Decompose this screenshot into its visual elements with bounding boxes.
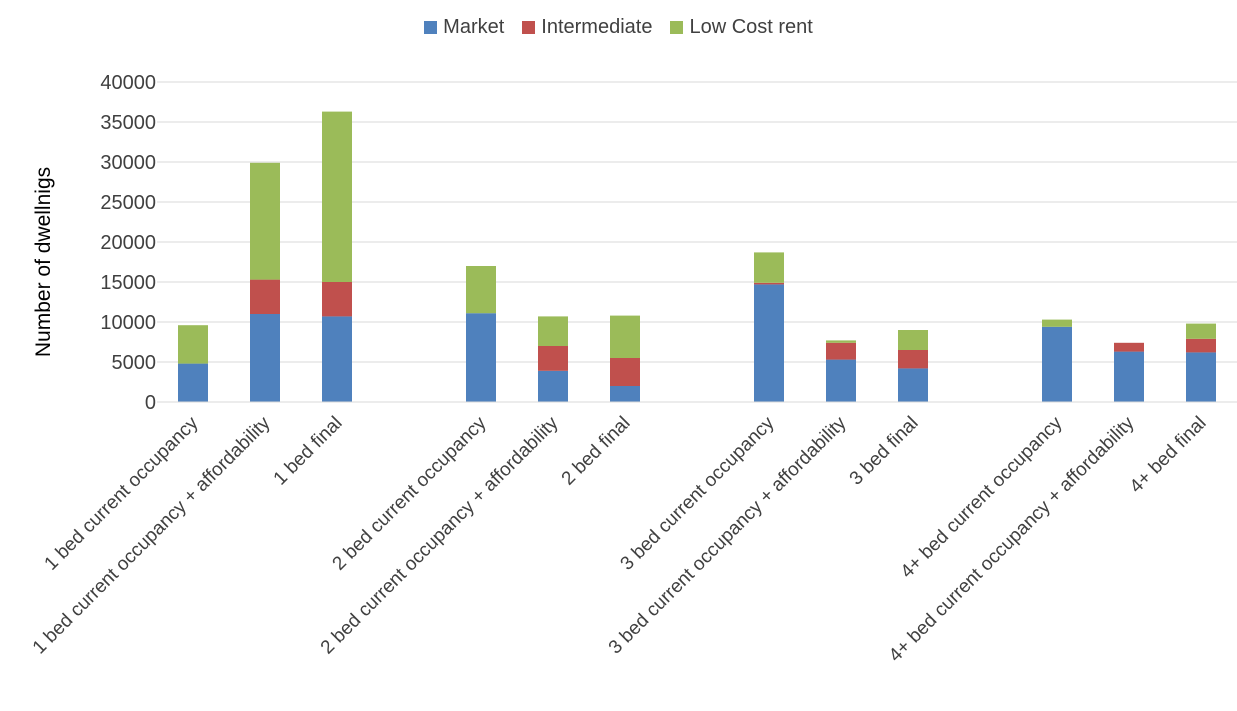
bar-segment-intermediate (898, 350, 928, 368)
bar-segment-market (250, 314, 280, 402)
gridlines (157, 82, 1237, 362)
bar-segment-market (898, 368, 928, 402)
bar-segment-low-cost-rent (1186, 324, 1216, 339)
bar-segment-market (322, 316, 352, 402)
bar-segment-intermediate (538, 346, 568, 371)
y-tick-label: 15000 (100, 272, 156, 294)
x-tick-label: 4+ bed current occupancy + affordability (885, 412, 1139, 666)
bar-segment-low-cost-rent (610, 316, 640, 358)
bar-segment-intermediate (1114, 343, 1144, 352)
bar-segment-market (178, 364, 208, 402)
bar-segment-market (1114, 352, 1144, 402)
bars (178, 112, 1216, 402)
y-tick-label: 20000 (100, 232, 156, 254)
bar-segment-intermediate (250, 280, 280, 314)
bar-segment-intermediate (826, 343, 856, 360)
bar-segment-market (610, 386, 640, 402)
bar-segment-market (754, 284, 784, 402)
x-tick-label: 1 bed final (270, 413, 347, 490)
bar-segment-market (826, 360, 856, 402)
y-tick-label: 5000 (112, 352, 157, 374)
x-tick-label: 4+ bed final (1126, 413, 1211, 498)
bar-segment-market (466, 313, 496, 402)
y-axis-ticks: 0 5000 10000 15000 20000 25000 30000 35000 40000 (100, 72, 156, 414)
x-tick-label: 3 bed final (846, 413, 923, 490)
bar-segment-low-cost-rent (178, 325, 208, 363)
y-tick-label: 40000 (100, 72, 156, 94)
y-tick-label: 35000 (100, 112, 156, 134)
bar-segment-intermediate (610, 358, 640, 386)
x-tick-label: 2 bed final (558, 413, 635, 490)
bar-segment-low-cost-rent (898, 330, 928, 350)
bar-segment-intermediate (322, 282, 352, 316)
y-tick-label: 10000 (100, 312, 156, 334)
bar-segment-market (1042, 327, 1072, 402)
bar-segment-market (1186, 352, 1216, 402)
bar-segment-low-cost-rent (826, 340, 856, 342)
bar-segment-low-cost-rent (538, 316, 568, 346)
bar-segment-low-cost-rent (250, 163, 280, 280)
y-tick-label: 0 (145, 392, 156, 414)
bar-segment-low-cost-rent (466, 266, 496, 313)
bar-segment-intermediate (1186, 339, 1216, 353)
bar-segment-market (538, 371, 568, 402)
y-tick-label: 25000 (100, 192, 156, 214)
y-tick-label: 30000 (100, 152, 156, 174)
bar-segment-low-cost-rent (1042, 320, 1072, 327)
bar-segment-intermediate (754, 283, 784, 285)
bar-segment-low-cost-rent (754, 252, 784, 282)
bar-segment-low-cost-rent (322, 112, 352, 282)
